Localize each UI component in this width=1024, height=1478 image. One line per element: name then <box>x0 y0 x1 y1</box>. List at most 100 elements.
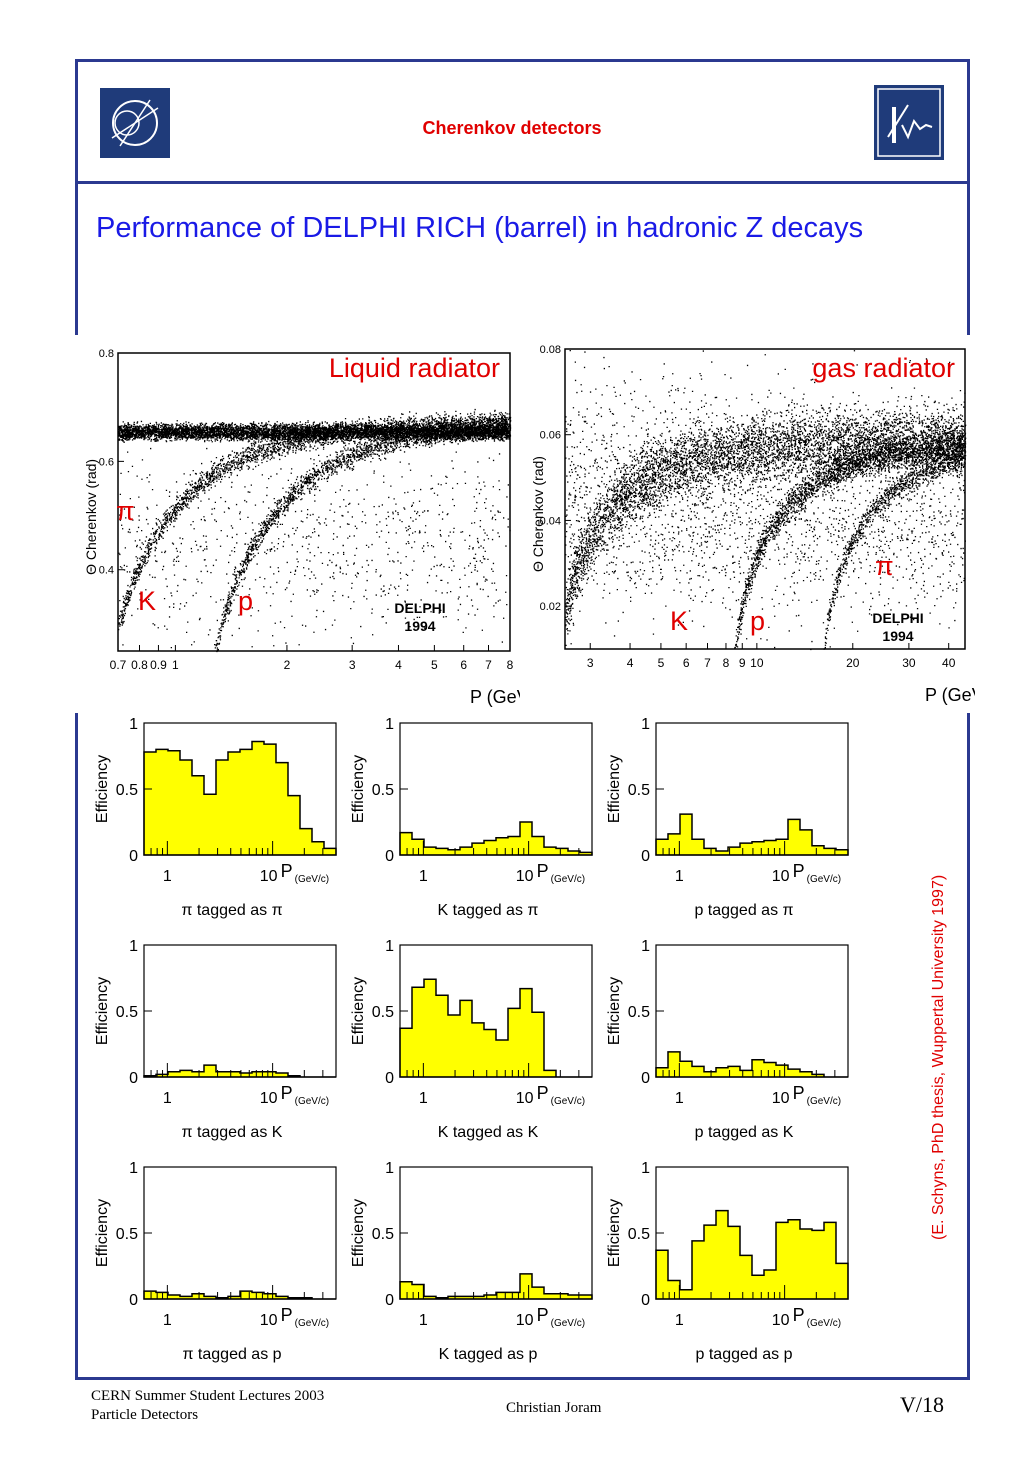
y-tick-label: 0 <box>641 1292 650 1309</box>
y-axis-label: Efficiency <box>350 755 367 823</box>
x-axis-label: P <box>281 861 293 881</box>
panel-frame <box>143 944 337 1078</box>
histogram-bar <box>788 819 800 855</box>
y-tick-label: 0 <box>385 1292 394 1309</box>
y-axis: 0.4 0.6 0.8 <box>99 348 124 577</box>
panel-frame <box>655 944 849 1078</box>
x-tick-label: 0.9 <box>150 658 167 672</box>
x-tick-label: 9 <box>739 656 746 670</box>
histogram-bar <box>788 1069 800 1077</box>
histogram-bar <box>812 1230 824 1299</box>
x-tick-label: 0.8 <box>131 658 148 672</box>
histogram-bar <box>544 1070 556 1077</box>
annotation-line-1: DELPHI <box>394 600 445 616</box>
histogram-bar <box>532 836 544 855</box>
histogram-bar <box>472 1022 484 1077</box>
y-tick-label: 0 <box>129 1292 138 1309</box>
y-axis-label: Efficiency <box>94 977 111 1045</box>
histogram-bar <box>764 1270 776 1299</box>
histogram-bar <box>716 1210 728 1299</box>
y-tick-label: 0.5 <box>116 782 138 799</box>
histogram-bar <box>156 749 168 855</box>
x-tick-label: 5 <box>658 656 665 670</box>
annotation-line-1: DELPHI <box>872 610 923 626</box>
histogram-bar <box>520 1273 532 1299</box>
histogram-outline <box>655 1051 848 1078</box>
x-tick-label: 10 <box>750 656 764 670</box>
x-tick-label: 1 <box>163 1090 172 1107</box>
histogram-bar <box>240 1073 252 1077</box>
y-tick-label: 1 <box>129 716 138 733</box>
y-tick-label: 0.02 <box>540 601 561 613</box>
y-tick-label: 0.06 <box>540 430 561 442</box>
histogram-bar <box>472 1296 484 1299</box>
histogram-bar <box>168 750 180 855</box>
x-axis-label: P <box>537 861 549 881</box>
histogram-bar <box>788 1219 800 1299</box>
panel-title: π tagged as π <box>181 902 282 919</box>
histogram-bar <box>400 1028 412 1077</box>
y-axis: 0.02 0.04 0.06 0.08 <box>540 344 571 613</box>
histogram-outline <box>655 1209 849 1300</box>
x-axis-label: P <box>281 1083 293 1103</box>
footer-author: Christian Joram <box>506 1400 602 1416</box>
histogram-bar <box>680 814 692 855</box>
band-label-1: π <box>116 496 135 526</box>
band-label-2: K <box>138 586 156 616</box>
histogram-bar <box>520 988 532 1077</box>
histogram-outline <box>143 740 337 856</box>
histogram-bar <box>288 795 300 855</box>
histogram-bar <box>508 1008 520 1077</box>
histogram-bar <box>800 1071 812 1077</box>
annotation-line-2: 1994 <box>882 628 913 644</box>
histogram-bar <box>448 1296 460 1299</box>
y-tick-label: 1 <box>641 938 650 955</box>
histogram-bar <box>656 1250 668 1299</box>
histogram <box>656 814 848 855</box>
y-tick-label: 0.04 <box>540 515 561 527</box>
histogram-bar <box>680 1289 692 1299</box>
x-axis-label: P <box>793 1083 805 1103</box>
y-tick-label: 0.8 <box>99 348 114 360</box>
histogram-bar <box>204 1296 216 1299</box>
x-tick-label: 7 <box>485 658 492 672</box>
histogram-bar <box>264 1293 276 1299</box>
footer-page-number: V/18 <box>900 1392 944 1417</box>
x-tick-label: 10 <box>772 1312 790 1329</box>
histogram-bar <box>740 1070 752 1077</box>
histogram-bar <box>192 1071 204 1077</box>
histogram-bar <box>568 851 580 855</box>
histogram-bar <box>264 1071 276 1077</box>
histogram-outline <box>143 1290 336 1300</box>
x-axis-unit: (GeV/c) <box>807 1318 841 1329</box>
x-tick-label: 10 <box>260 1312 278 1329</box>
panel-title: p tagged as K <box>695 1124 794 1141</box>
histogram-bar <box>460 847 472 855</box>
scatter-dots <box>565 350 967 651</box>
histogram-bar <box>472 843 484 855</box>
histogram-bar <box>156 1074 168 1077</box>
panel-frame <box>399 722 593 856</box>
y-tick-label: 0 <box>641 1070 650 1087</box>
histogram-bar <box>300 828 312 855</box>
x-tick-label: 8 <box>507 658 514 672</box>
y-tick-label: 1 <box>385 716 394 733</box>
histogram-bar <box>312 841 324 855</box>
efficiency-panel: 0 0.5 1 Efficiency 1 10 P (GeV/c) p tagged as π <box>606 716 849 919</box>
histogram-bar <box>216 1071 228 1077</box>
y-tick-label: 0.08 <box>540 344 561 356</box>
x-axis-label: P <box>537 1083 549 1103</box>
histogram-outline <box>399 821 593 856</box>
x-tick-label: 6 <box>683 656 690 670</box>
histogram-bar <box>764 1062 776 1077</box>
eth-logo-graphic <box>877 88 941 157</box>
histogram-bar <box>484 840 496 855</box>
x-axis-unit: (GeV/c) <box>551 874 585 885</box>
y-axis-label: Efficiency <box>350 977 367 1045</box>
y-tick-label: 0 <box>641 848 650 865</box>
x-tick-label: 1 <box>163 1312 172 1329</box>
y-tick-label: 0.4 <box>99 565 114 577</box>
x-axis-label: P <box>793 861 805 881</box>
histogram-bar <box>836 849 848 855</box>
footer-course: CERN Summer Student Lectures 2003 <box>91 1388 325 1404</box>
